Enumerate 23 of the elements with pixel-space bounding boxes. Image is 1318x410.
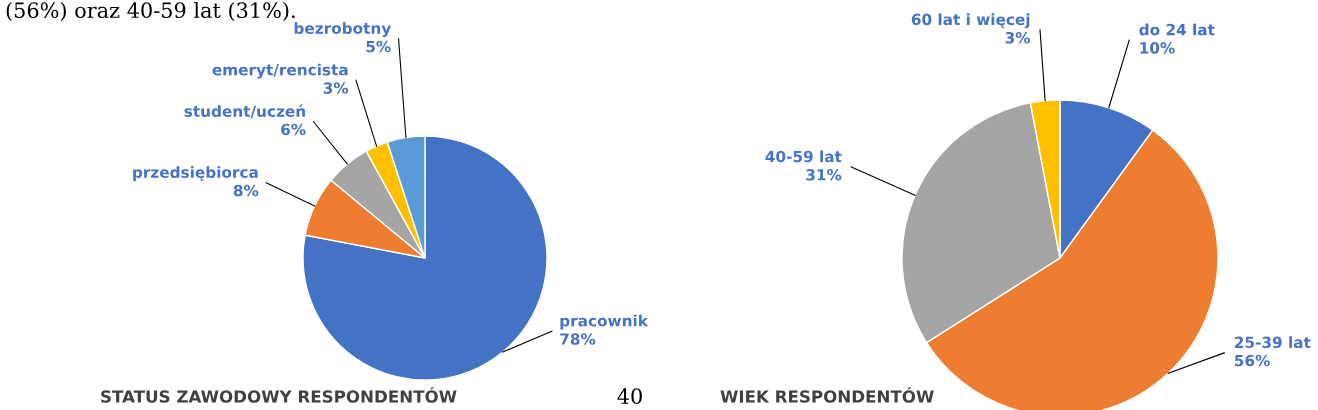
slice-label: przedsiębiorca [133,166,258,181]
slice-label: do 24 lat [1139,23,1215,36]
slice-label: 60 lat i więcej [911,13,1030,29]
data-label: 31% [806,169,842,181]
slice-label: bezrobotny [294,22,391,38]
text: STATUS ZAWODOWY RESPONDENTÓW [101,387,457,403]
text: 40 [617,388,642,405]
slice-label: 40-59 lat [765,150,842,163]
data-label: 56% [1234,354,1270,367]
pie-slice [302,135,548,381]
text: (56%) oraz 40-59 lat (31%). [6,1,295,21]
data-label: 6% [281,123,306,136]
data-label: 10% [1140,42,1175,54]
data-label: 3% [323,82,349,94]
slice-label: emeryt/rencista [212,63,348,79]
slice-label: student/uczeń [184,104,305,119]
data-label: 78% [560,333,596,345]
slice-label: 25-39 lat [1235,336,1311,349]
data-label: 3% [1005,31,1031,44]
data-label: 8% [233,184,259,197]
slice-label: pracownik [560,314,649,330]
text: WIEK RESPONDENTÓW [720,387,934,403]
data-label: 5% [366,40,391,53]
